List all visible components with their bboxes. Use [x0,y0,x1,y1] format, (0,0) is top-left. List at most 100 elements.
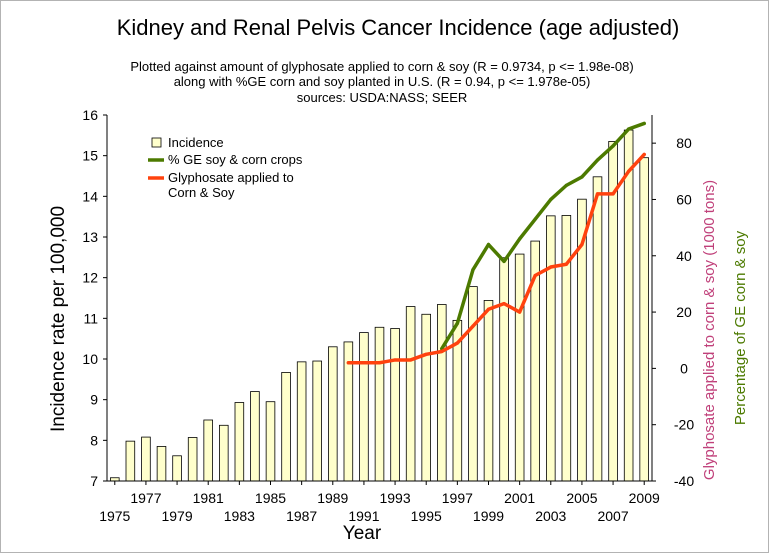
y-tick-label-left-8: 8 [90,432,98,448]
y-axis-title-left: Incidence rate per 100,000 [48,206,69,432]
x-tick-label-1979: 1979 [161,508,192,524]
incidence-bar-2004 [561,215,572,482]
y-tick-label-left-13: 13 [82,229,98,245]
ge-percentage-point-2005 [580,175,584,179]
incidence-bar-1993 [390,328,400,482]
x-tick-label-1999: 1999 [473,508,504,524]
ge-percentage-point-1999 [486,242,491,247]
y-axis-title-glyphosate: Glyphosate applied to corn & soy (1000 t… [701,180,718,480]
x-tick-label-2003: 2003 [535,508,566,524]
x-tick-label-2005: 2005 [566,490,597,506]
y-tick-label-left-16: 16 [82,107,98,123]
incidence-bar-1999 [483,300,494,482]
y-tick-label-left-10: 10 [82,351,98,367]
chart-subtitle-line-3: sources: USDA:NASS; SEER [297,90,468,105]
glyphosate-point-2003 [549,265,553,269]
y-tick-label-left-11: 11 [83,310,98,326]
y-tick-label-right--20: -20 [674,417,694,433]
y-tick-label-left-15: 15 [82,148,98,164]
glyphosate-point-1998 [471,324,475,328]
glyphosate-point-2009 [642,152,646,157]
ge-percentage-point-2006 [595,158,600,162]
x-tick-label-1975: 1975 [99,508,130,524]
ge-percentage-point-2002 [533,217,537,221]
axes-layer [103,114,656,485]
incidence-bar-1977 [141,436,151,482]
incidence-bar-1986 [281,372,291,482]
ge-percentage-point-2001 [518,237,522,241]
chart-subtitle-line-2: along with %GE corn and soy planted in U… [174,74,591,89]
ge-percentage-point-2008 [627,127,631,131]
incidence-bar-2003 [546,215,556,482]
x-tick-label-1983: 1983 [224,508,255,524]
ge-percentage-point-1998 [471,268,475,272]
glyphosate-point-2000 [502,302,506,306]
y-tick-label-right-80: 80 [676,135,692,151]
glyphosate-point-1991 [362,361,366,365]
ge-percentage-point-1997 [455,321,459,325]
incidence-bar-2001 [514,253,525,482]
incidence-bar-2000 [499,257,509,482]
y-tick-label-left-9: 9 [90,392,98,408]
incidence-bar-1994 [405,306,416,482]
glyphosate-point-2007 [611,192,615,196]
incidence-bar-1983 [234,402,245,482]
incidence-bar-1998 [468,286,478,482]
x-axis-title: Year [343,523,382,544]
x-tick-label-2001: 2001 [504,490,535,506]
glyphosate-line [346,152,646,365]
legend-label-1-line-1: % GE soy & corn crops [168,152,303,167]
incidence-bar-1979 [172,455,182,482]
y-tick-label-left-12: 12 [82,270,98,286]
ticks-layer: 7 8 9 10 11 12 13 14 15 16 -40 -20 0 20 40 60 80 1977 1981… [82,107,694,524]
y-tick-label-left-14: 14 [82,188,98,204]
x-tick-label-2009: 2009 [629,490,660,506]
legend-swatch-incidence [151,137,162,148]
glyphosate-point-1990 [346,361,350,365]
incidence-bar-1988 [312,360,322,482]
incidence-bar-1991 [359,332,369,482]
y-tick-label-right-40: 40 [676,248,692,264]
x-tick-label-1995: 1995 [411,508,442,524]
glyphosate-point-2008 [627,169,631,173]
glyphosate-point-2006 [595,192,600,196]
incidence-bar-1982 [219,424,229,482]
glyphosate-point-1994 [409,358,413,362]
incidence-bar-1978 [156,446,167,482]
y-tick-label-right--40: -40 [674,473,694,489]
incidence-bar-1996 [437,304,447,482]
incidence-bar-1992 [374,326,385,482]
x-tick-label-1977: 1977 [130,490,161,506]
legend-label-0-line-1: Incidence [168,135,224,150]
incidence-bar-1987 [296,361,307,482]
y-tick-label-right-60: 60 [676,191,692,207]
incidence-bar-1980 [187,437,198,482]
x-tick-label-1989: 1989 [317,490,348,506]
chart-subtitle-line-1: Plotted against amount of glyphosate app… [130,59,633,74]
x-tick-label-1997: 1997 [442,490,473,506]
x-tick-label-1991: 1991 [348,508,379,524]
ge-percentage-point-2003 [549,197,553,202]
glyphosate-point-1999 [486,307,491,311]
legend: Incidence % GE soy & corn crops Glyphosate… [148,135,303,200]
glyphosate-point-1996 [440,349,444,354]
incidence-bar-1976 [125,440,136,482]
ge-percentage-line [440,121,646,351]
glyphosate-point-2001 [518,310,522,314]
incidence-bar-1985 [265,401,276,482]
x-tick-label-1985: 1985 [255,490,286,506]
ge-percentage-point-2000 [502,259,506,263]
incidence-bar-2008 [623,129,634,482]
y-tick-label-right-0: 0 [680,360,688,376]
glyphosate-point-1997 [455,341,459,345]
x-tick-label-2007: 2007 [597,508,628,524]
glyphosate-point-2004 [564,262,568,266]
incidence-bar-1984 [250,391,260,482]
legend-label-2-line-2: Corn & Soy [168,185,235,200]
ge-percentage-point-2004 [564,183,568,187]
glyphosate-point-2005 [580,242,584,247]
glyphosate-point-1993 [393,358,397,362]
y-tick-label-right-20: 20 [676,304,692,320]
ge-percentage-point-2007 [611,144,615,148]
